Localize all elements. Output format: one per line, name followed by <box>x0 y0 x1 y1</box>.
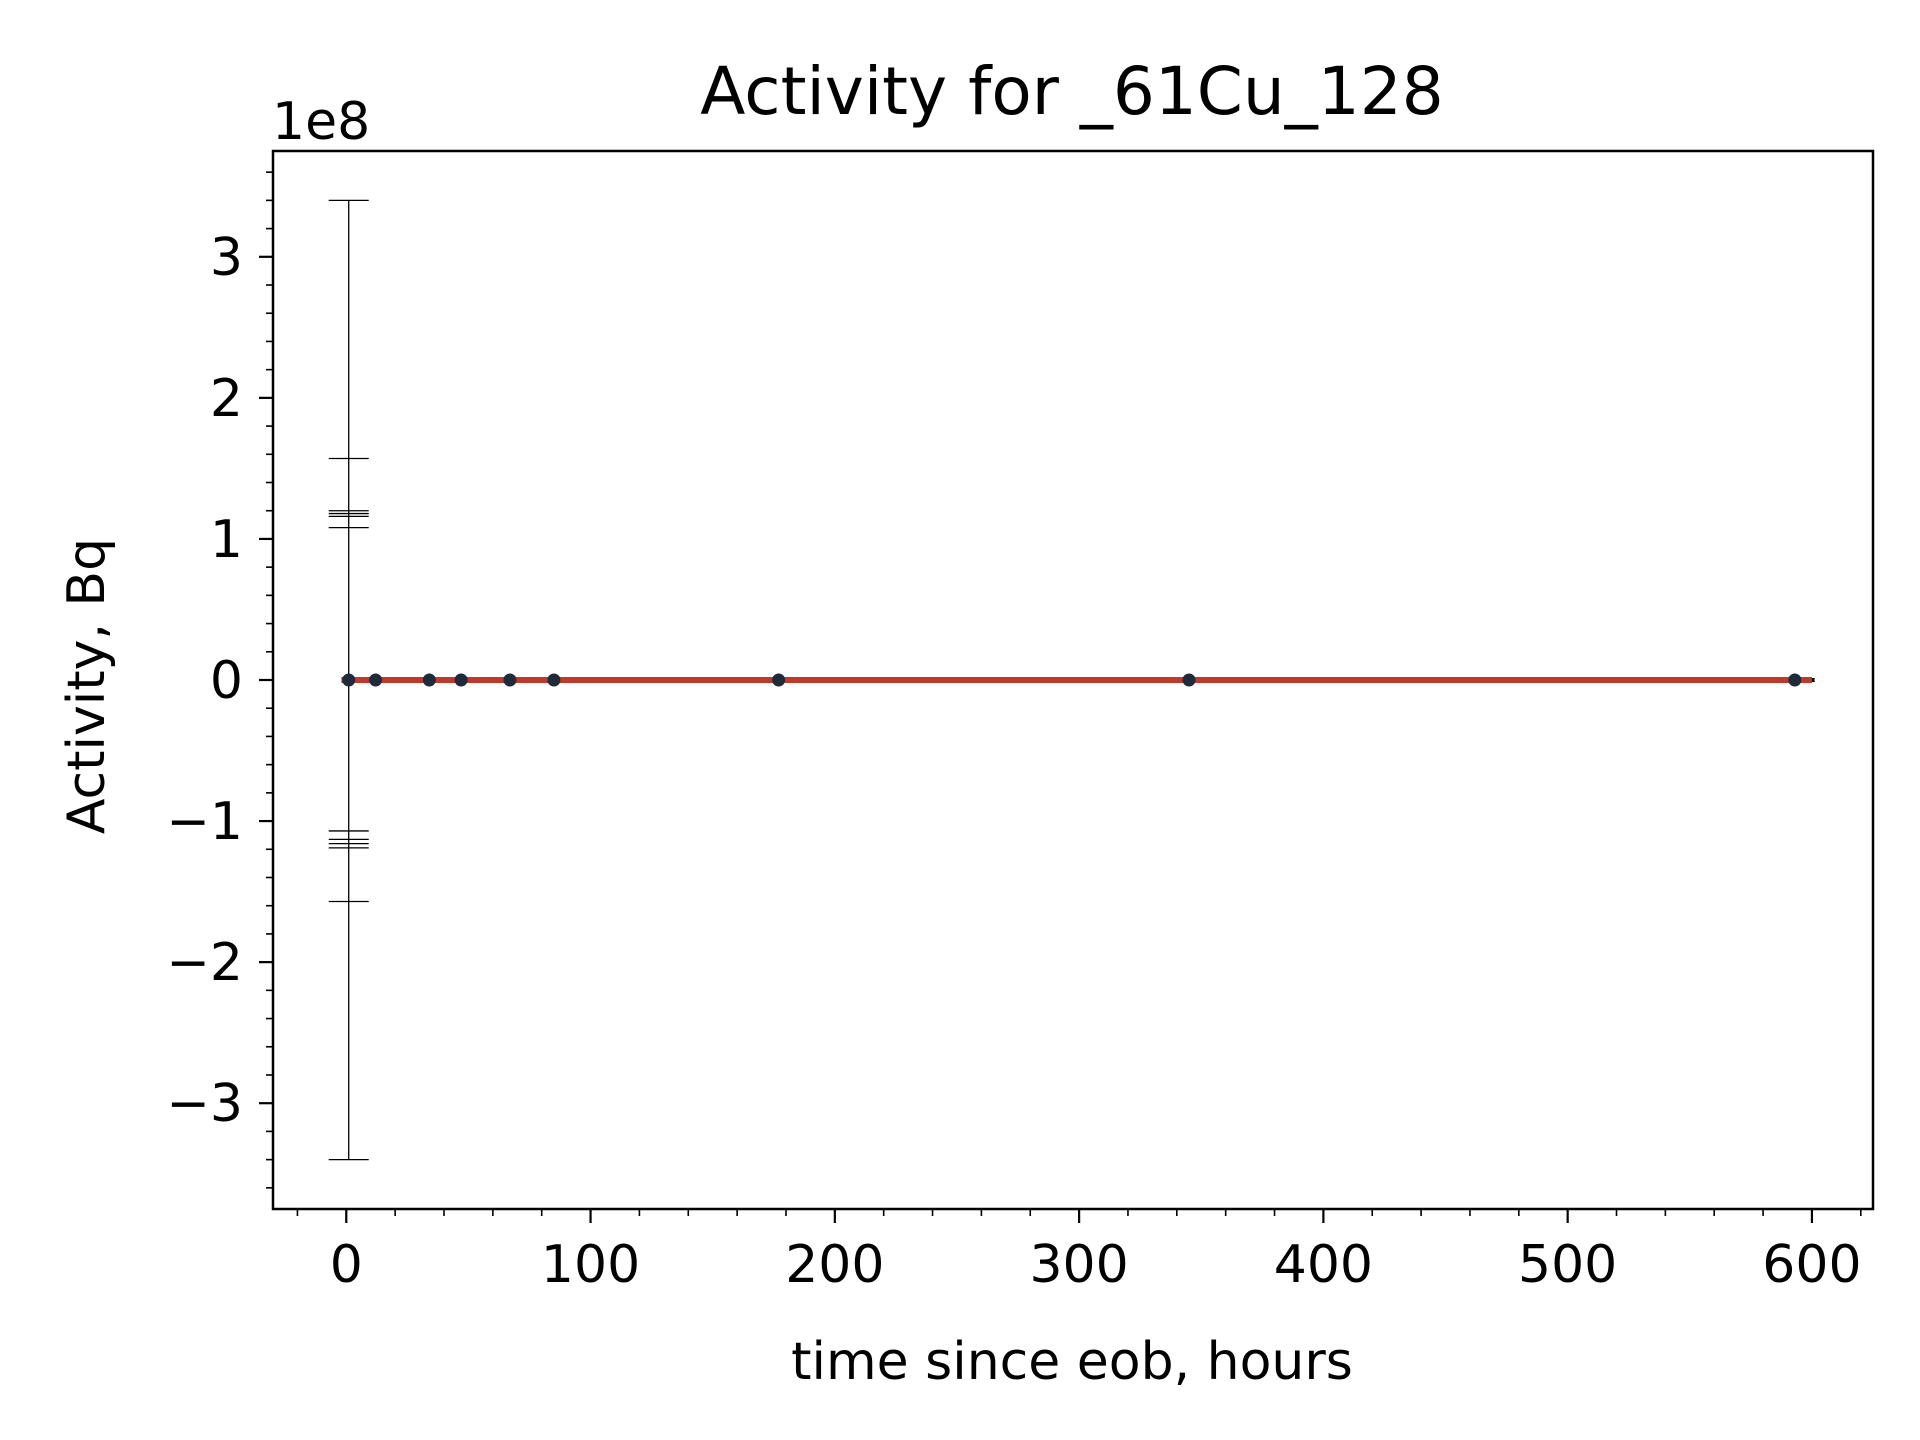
y-tick-label: −2 <box>166 933 243 993</box>
y-tick-label: 0 <box>210 651 243 711</box>
y-tick-label: 2 <box>210 369 243 429</box>
x-tick-label: 0 <box>330 1235 363 1295</box>
y-tick-label: 3 <box>210 228 243 288</box>
plot-area <box>328 199 1815 1161</box>
data-point <box>503 673 517 687</box>
x-tick-label: 600 <box>1762 1235 1861 1295</box>
data-point <box>1788 673 1802 687</box>
data-point <box>342 673 356 687</box>
y-tick-label: −3 <box>166 1074 243 1134</box>
data-point <box>369 673 383 687</box>
y-tick-label: −1 <box>166 792 243 852</box>
x-tick-label: 500 <box>1518 1235 1617 1295</box>
y-tick-label: 1 <box>210 510 243 570</box>
y-offset-text: 1e8 <box>272 92 370 152</box>
y-axis-label: Activity, Bq <box>57 538 117 834</box>
x-tick-label: 300 <box>1029 1235 1128 1295</box>
data-point <box>422 673 436 687</box>
data-point <box>454 673 468 687</box>
chart-title: Activity for _61Cu_128 <box>700 53 1443 130</box>
data-point <box>1182 673 1196 687</box>
y-axis-ticks: −3 −2 −1 0 1 2 3 <box>166 171 273 1189</box>
data-point <box>772 673 786 687</box>
x-axis-ticks: 0 100 200 300 400 500 600 <box>296 1209 1862 1295</box>
x-tick-label: 100 <box>541 1235 640 1295</box>
x-axis-label: time since eob, hours <box>791 1332 1353 1392</box>
data-point <box>547 673 561 687</box>
plot-frame <box>271 149 1875 1211</box>
x-tick-label: 400 <box>1274 1235 1373 1295</box>
x-tick-label: 200 <box>785 1235 884 1295</box>
